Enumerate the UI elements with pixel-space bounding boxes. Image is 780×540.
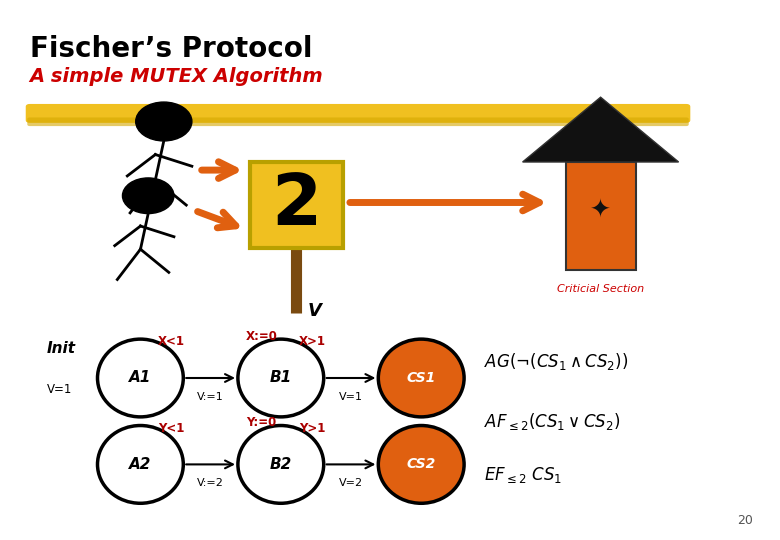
Text: V:=2: V:=2	[197, 478, 224, 488]
Text: V=1: V=1	[339, 392, 363, 402]
Text: CS1: CS1	[406, 371, 436, 385]
Text: V=1: V=1	[47, 383, 73, 396]
Text: V: V	[308, 302, 322, 320]
Text: X:=0: X:=0	[246, 330, 277, 343]
Text: CS2: CS2	[406, 457, 436, 471]
FancyBboxPatch shape	[27, 117, 689, 126]
Ellipse shape	[238, 339, 324, 417]
Polygon shape	[523, 97, 679, 162]
Text: Init: Init	[47, 341, 76, 356]
Text: Criticial Section: Criticial Section	[557, 284, 644, 294]
Text: ✦: ✦	[590, 199, 611, 222]
Text: 20: 20	[737, 514, 753, 526]
Text: B2: B2	[270, 457, 292, 472]
Text: V=2: V=2	[339, 478, 363, 488]
Text: 2: 2	[271, 171, 321, 240]
Text: Y<1: Y<1	[158, 422, 185, 435]
Ellipse shape	[238, 426, 324, 503]
Text: $EF_{\leq 2}\ CS_1$: $EF_{\leq 2}\ CS_1$	[484, 465, 562, 485]
Text: $AG(\neg(CS_1 \wedge CS_2))$: $AG(\neg(CS_1 \wedge CS_2))$	[484, 352, 628, 372]
Text: V:=1: V:=1	[197, 392, 224, 402]
Bar	[250, 162, 343, 248]
FancyBboxPatch shape	[26, 104, 690, 123]
Ellipse shape	[378, 339, 464, 417]
Text: X<1: X<1	[158, 335, 185, 348]
Text: B1: B1	[270, 370, 292, 386]
Ellipse shape	[98, 426, 183, 503]
Text: X>1: X>1	[299, 335, 325, 348]
Bar	[566, 162, 636, 270]
Text: A2: A2	[129, 457, 151, 472]
Ellipse shape	[378, 426, 464, 503]
Text: A simple MUTEX Algorithm: A simple MUTEX Algorithm	[30, 68, 324, 86]
Text: $AF_{\leq 2}(CS_1 \vee CS_2)$: $AF_{\leq 2}(CS_1 \vee CS_2)$	[484, 411, 620, 431]
Circle shape	[122, 178, 174, 213]
Ellipse shape	[98, 339, 183, 417]
Circle shape	[136, 102, 192, 141]
Text: Y>1: Y>1	[299, 422, 325, 435]
Text: Fischer’s Protocol: Fischer’s Protocol	[30, 35, 312, 63]
Text: A1: A1	[129, 370, 151, 386]
Text: Y:=0: Y:=0	[246, 416, 276, 429]
